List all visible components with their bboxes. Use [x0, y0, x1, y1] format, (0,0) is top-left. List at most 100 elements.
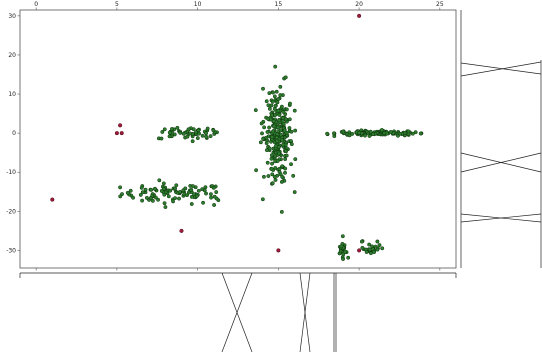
- outlier-point-6: [276, 248, 281, 253]
- point-cluster-3: [264, 141, 269, 146]
- point-cluster-3: [272, 94, 277, 99]
- point-cluster-3: [283, 166, 288, 171]
- point-cluster-1: [208, 192, 213, 197]
- point-cluster-4: [418, 131, 423, 136]
- point-cluster-3: [266, 174, 271, 178]
- point-cluster-3: [260, 131, 264, 136]
- x-tick-label: 10: [194, 1, 202, 8]
- point-cluster-2: [167, 130, 172, 135]
- point-cluster-3: [280, 119, 285, 124]
- x-tick-label: 20: [355, 1, 363, 8]
- y-tick-label: -10: [6, 169, 16, 176]
- point-cluster-3: [284, 149, 289, 154]
- point-cluster-3: [266, 117, 271, 121]
- y-tick-label: 10: [8, 91, 16, 98]
- point-cluster-5: [339, 244, 344, 249]
- point-cluster-1: [174, 183, 179, 188]
- point-cluster-3: [267, 106, 272, 111]
- point-cluster-1: [196, 188, 201, 193]
- point-cluster-3: [271, 129, 275, 134]
- point-cluster-4: [341, 129, 346, 134]
- point-cluster-5: [343, 249, 348, 254]
- point-cluster-3: [273, 144, 278, 149]
- point-cluster-4: [396, 133, 400, 138]
- point-cluster-3: [273, 178, 278, 182]
- y-tick-label: -30: [6, 247, 16, 254]
- point-cluster-3: [258, 140, 263, 145]
- point-cluster-3: [279, 209, 284, 214]
- point-cluster-5: [346, 255, 351, 260]
- point-cluster-2: [175, 125, 180, 130]
- point-cluster-1: [153, 186, 157, 191]
- point-cluster-3: [273, 113, 278, 117]
- point-cluster-3: [276, 108, 281, 113]
- point-cluster-1: [163, 205, 168, 210]
- point-cluster-3: [289, 162, 293, 167]
- point-cluster-1: [214, 190, 219, 195]
- point-cluster-1: [171, 199, 176, 204]
- point-cluster-1: [149, 187, 154, 192]
- x-tick-label: 15: [275, 1, 283, 8]
- point-cluster-2: [191, 127, 196, 132]
- point-cluster-3: [266, 103, 271, 108]
- point-cluster-4: [371, 132, 376, 136]
- point-cluster-3: [293, 157, 298, 162]
- point-cluster-3: [273, 103, 278, 108]
- point-cluster-3: [275, 132, 280, 137]
- plot-area: [19, 9, 457, 269]
- y-tick-label: 30: [8, 13, 16, 20]
- point-cluster-3: [276, 125, 281, 130]
- point-cluster-3: [287, 117, 292, 122]
- point-cluster-6: [359, 239, 364, 244]
- point-cluster-1: [189, 194, 194, 199]
- point-cluster-3: [273, 64, 278, 69]
- point-cluster-3: [261, 174, 266, 179]
- outlier-points: [50, 13, 362, 253]
- point-cluster-3: [279, 104, 284, 109]
- point-cluster-3: [267, 146, 272, 151]
- point-cluster-1: [150, 198, 155, 203]
- point-cluster-3: [265, 130, 270, 134]
- point-cluster-1: [173, 196, 178, 201]
- point-cluster-1: [209, 195, 214, 200]
- point-cluster-1: [185, 193, 189, 198]
- outlier-point-2: [114, 131, 119, 136]
- point-cluster-6: [375, 239, 380, 244]
- point-cluster-4: [410, 131, 415, 136]
- point-cluster-2: [185, 134, 190, 139]
- point-cluster-1: [138, 192, 143, 197]
- point-cluster-3: [270, 113, 274, 117]
- point-cluster-3: [272, 124, 276, 128]
- point-cluster-2: [190, 139, 195, 144]
- outlier-point-7: [357, 13, 362, 18]
- point-cluster-3: [269, 166, 274, 171]
- point-cluster-2: [169, 127, 174, 131]
- y-tick-label: 20: [8, 52, 16, 59]
- point-cluster-3: [291, 173, 296, 178]
- point-cluster-3: [270, 172, 275, 177]
- point-cluster-3: [280, 138, 285, 143]
- point-cluster-3: [276, 151, 281, 156]
- outlier-point-3: [118, 123, 123, 128]
- point-cluster-3: [281, 142, 286, 147]
- point-cluster-4: [406, 129, 411, 134]
- point-cluster-2: [160, 130, 165, 134]
- point-cluster-1: [177, 196, 181, 201]
- point-cluster-1: [212, 194, 217, 199]
- y-tick-label: 0: [12, 130, 16, 137]
- point-cluster-6: [367, 242, 372, 247]
- point-cluster-1: [189, 202, 194, 206]
- point-cluster-3: [270, 161, 275, 166]
- point-cluster-3: [260, 197, 265, 202]
- point-cluster-3: [254, 168, 259, 173]
- outlier-point-4: [119, 131, 124, 136]
- point-cluster-3: [275, 139, 280, 143]
- point-cluster-4: [368, 129, 373, 134]
- point-cluster-1: [161, 186, 166, 191]
- point-cluster-3: [272, 174, 277, 179]
- point-cluster-3: [270, 99, 275, 104]
- point-cluster-3: [262, 125, 267, 130]
- point-cluster-6: [364, 250, 369, 254]
- point-cluster-3: [261, 86, 265, 91]
- point-cluster-1: [140, 190, 145, 195]
